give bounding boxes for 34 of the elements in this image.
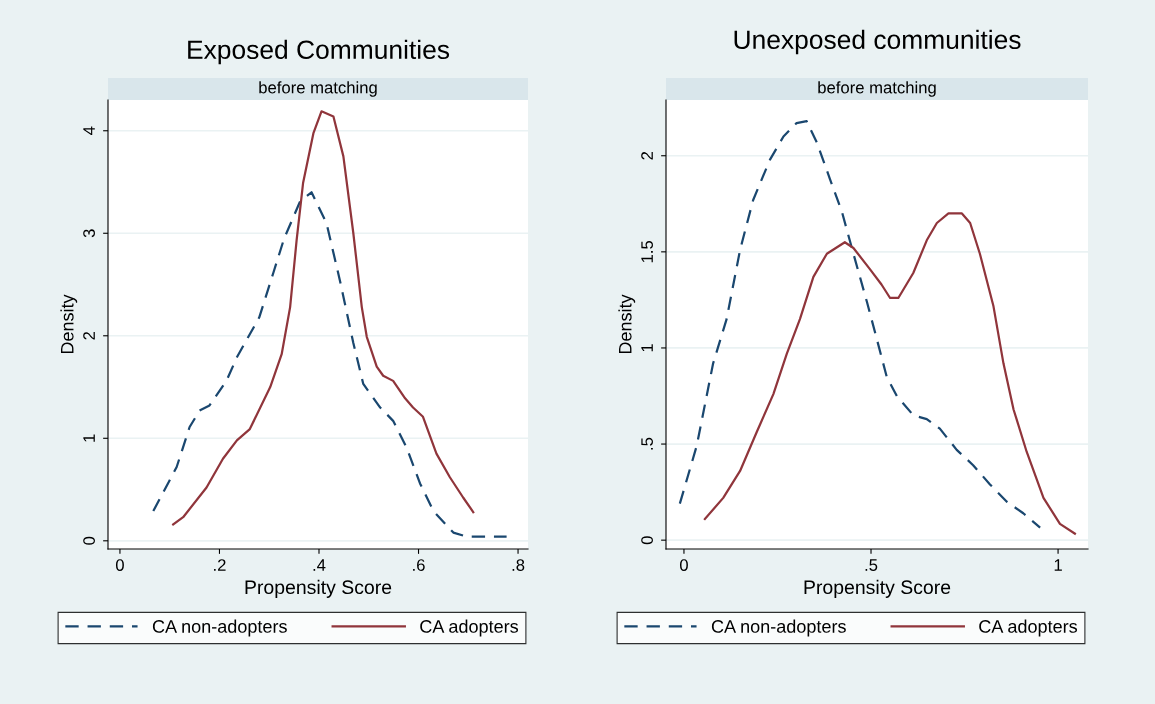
chart-subtitle: before matching	[818, 81, 936, 97]
x-tick-label: .2	[214, 559, 226, 571]
y-tick-label: 2	[83, 331, 95, 340]
line-series	[152, 191, 508, 538]
legend-label: CA non-adopters	[711, 619, 846, 637]
legend-label: CA adopters	[420, 619, 519, 637]
x-tick-label: .4	[313, 559, 326, 571]
x-axis-title: Propensity Score	[245, 579, 392, 598]
y-tick-label: 1	[641, 344, 653, 352]
y-axis-title: Density	[60, 294, 78, 354]
y-tick-label: 4	[83, 126, 95, 135]
x-tick-label: .8	[512, 559, 525, 571]
y-axis-title: Density	[618, 294, 636, 354]
x-tick-label: .6	[413, 559, 425, 571]
y-tick-label: 1	[83, 434, 95, 442]
line-series	[678, 120, 1042, 529]
x-tick-label: 0	[679, 559, 688, 571]
x-tick-label: 0	[115, 559, 124, 571]
x-axis-title: Propensity Score	[804, 579, 951, 598]
chart-subtitle: before matching	[259, 81, 377, 97]
y-tick-label: 2	[641, 151, 653, 160]
y-tick-label: 0	[641, 536, 653, 545]
y-tick-label: 3	[83, 229, 95, 238]
x-tick-label: .5	[865, 559, 878, 571]
y-tick-label: 1.5	[641, 240, 653, 263]
y-tick-label: .5	[641, 437, 653, 450]
line-series	[703, 212, 1077, 535]
line-series	[172, 110, 475, 526]
legend-label: CA non-adopters	[152, 619, 287, 637]
chart-title: Exposed Communities	[188, 39, 450, 65]
y-tick-label: 0	[83, 536, 95, 545]
x-tick-label: 1	[1054, 559, 1062, 571]
legend-label: CA adopters	[979, 619, 1078, 637]
chart-title: Unexposed communities	[734, 29, 1021, 55]
